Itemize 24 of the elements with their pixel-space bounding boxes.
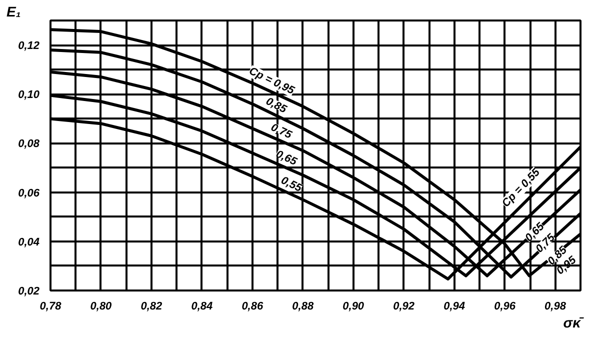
x-tick-label: 0,86 <box>242 300 264 312</box>
x-axis-title: σκ̄ <box>563 314 584 330</box>
annotation: 0,85 <box>264 95 290 116</box>
x-tick-label: 0,98 <box>544 300 567 312</box>
y-tick-label: 0,02 <box>18 286 40 298</box>
x-tick-label: 0,92 <box>393 300 415 312</box>
y-tick-label: 0,04 <box>18 236 40 248</box>
x-tick-label: 0,88 <box>292 300 314 312</box>
y-tick-label: 0,10 <box>18 89 40 102</box>
x-tick-label: 0,94 <box>444 300 466 312</box>
y-tick-label: 0,12 <box>18 40 40 52</box>
x-tick-label: 0,96 <box>494 300 516 312</box>
x-tick-label: 0,90 <box>342 300 365 312</box>
y-axis-title: E₁ <box>6 4 21 20</box>
annotation: 0,55 <box>279 174 304 196</box>
annotation: 0,65 <box>274 148 300 168</box>
annotation: 0,75 <box>269 122 294 142</box>
x-tick-label: 0,80 <box>90 300 113 312</box>
x-tick-label: 0,84 <box>191 300 213 312</box>
x-tick-label: 0,78 <box>40 300 62 312</box>
annotation: Cp = 0,95 <box>247 65 297 98</box>
y-tick-label: 0,06 <box>18 187 40 200</box>
y-tick-label: 0,08 <box>18 138 40 150</box>
x-tick-label: 0,82 <box>140 300 162 312</box>
